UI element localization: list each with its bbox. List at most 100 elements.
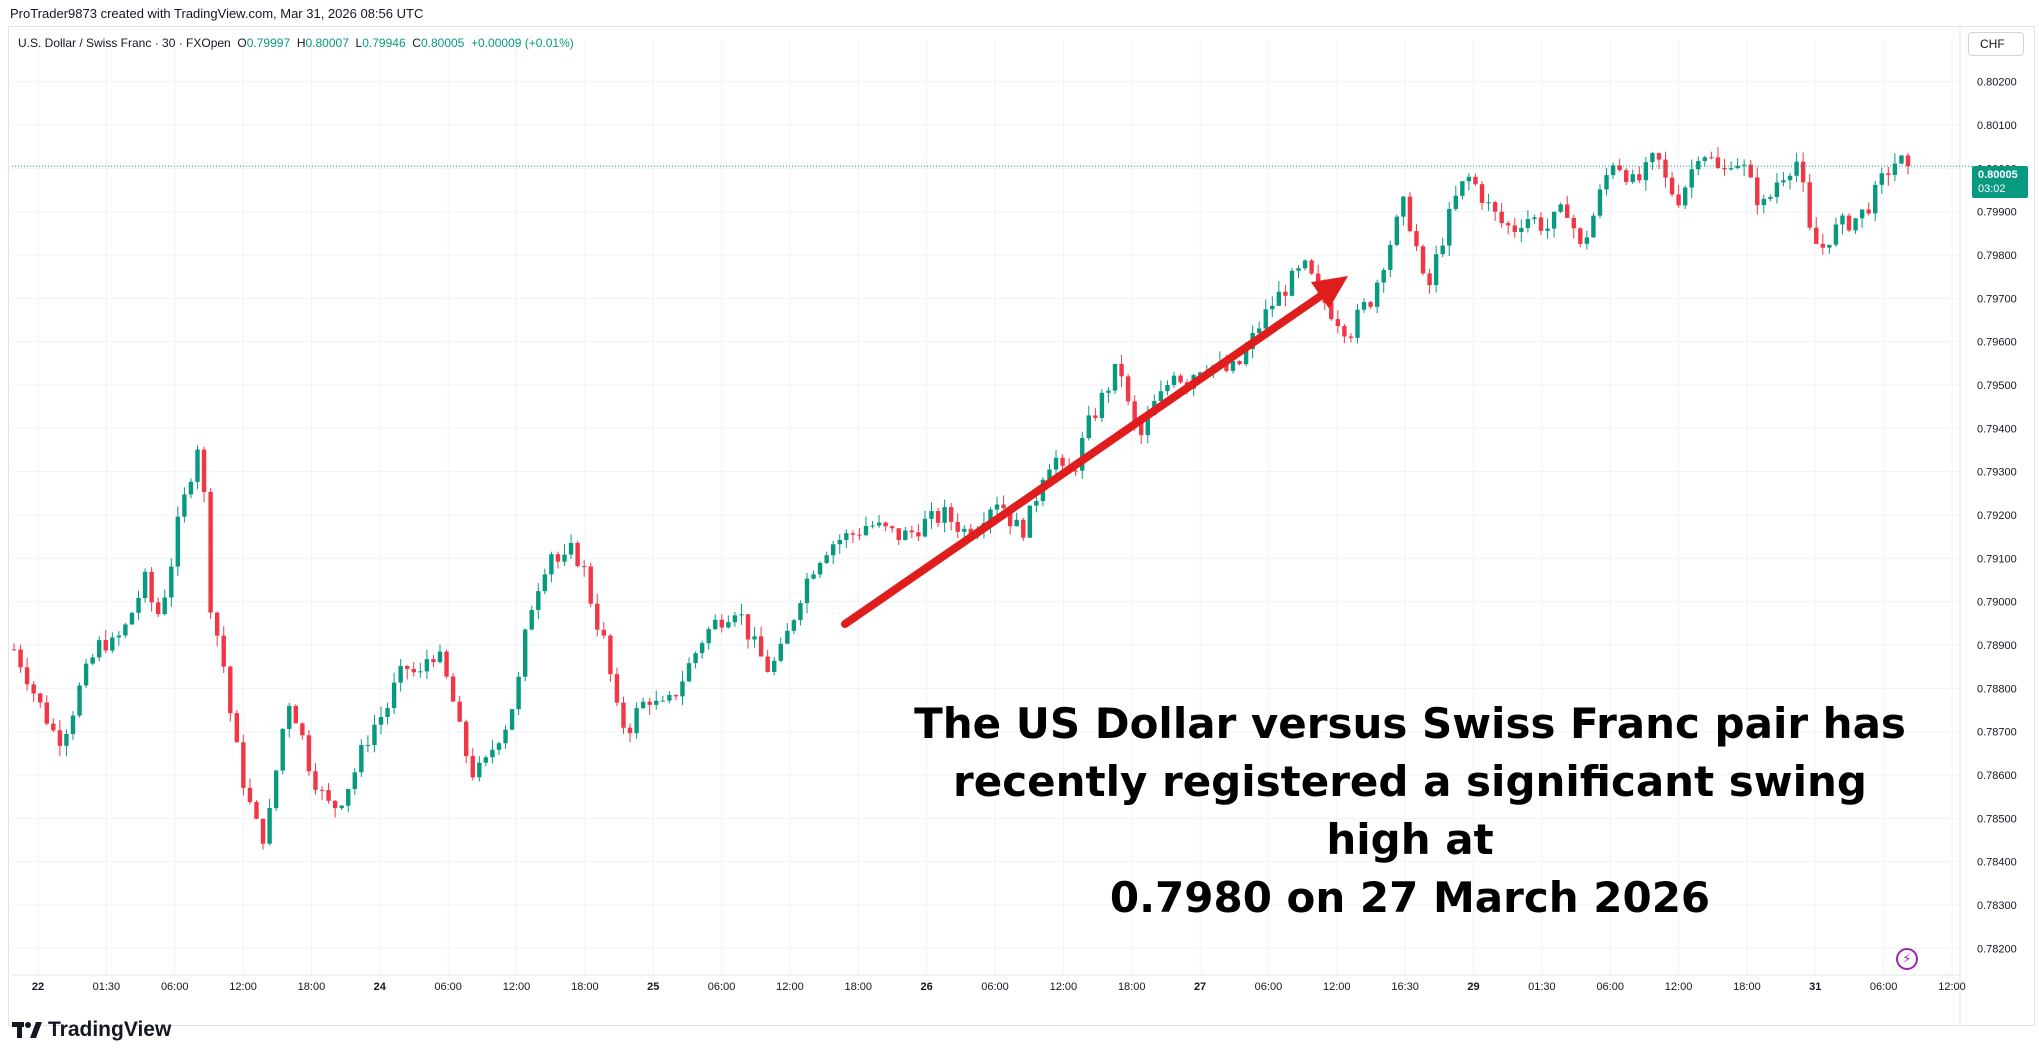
candle-body — [1604, 175, 1609, 190]
candle-body — [457, 701, 462, 722]
candle-body — [1538, 217, 1544, 231]
time-tick-label: 31 — [1809, 981, 1821, 993]
price-tick-label: 0.80200 — [1977, 77, 2017, 89]
candle-body — [332, 800, 338, 809]
candle-body — [758, 636, 764, 657]
candle-body — [234, 713, 240, 743]
candle-body — [1309, 260, 1314, 274]
candle-body — [155, 602, 161, 615]
candle-body — [1728, 168, 1734, 170]
candle-body — [536, 591, 541, 610]
candle-body — [1053, 457, 1059, 470]
candle-body — [883, 522, 888, 527]
candle-body — [1735, 165, 1740, 169]
low-label: L — [355, 36, 363, 50]
candle-body — [942, 507, 947, 523]
candle-body — [916, 532, 921, 537]
time-tick-label: 18:00 — [571, 981, 599, 993]
candle-body — [1433, 254, 1439, 286]
trend-arrow-head — [1310, 276, 1348, 309]
candle-body — [123, 624, 128, 636]
time-tick-label: 18:00 — [1733, 981, 1761, 993]
candle-body — [1833, 224, 1839, 245]
currency-selector[interactable]: CHF — [1968, 32, 2024, 56]
candle-body — [496, 743, 502, 750]
last-price-tag: 0.80005 03:02 — [1972, 166, 2028, 198]
candle-body — [850, 533, 856, 535]
candle-body — [516, 676, 521, 710]
candle-body — [555, 554, 561, 562]
candle-body — [1440, 245, 1445, 255]
candle-body — [83, 663, 89, 686]
candle-body — [1315, 273, 1321, 286]
price-tick-label: 0.79200 — [1977, 510, 2017, 522]
candle-body — [1276, 291, 1282, 306]
candle-body — [188, 481, 194, 495]
time-tick-label: 25 — [647, 981, 659, 993]
candle-body — [811, 574, 816, 579]
candle-body — [385, 707, 390, 718]
candle-body — [654, 700, 659, 705]
candle-body — [273, 770, 279, 809]
candle-body — [1761, 198, 1767, 206]
candle-body — [1623, 170, 1629, 183]
price-axis[interactable]: 0.78200 0.78300 0.78400 0.78500 0.78600 0.787… — [1977, 77, 2017, 956]
candle-body — [1132, 401, 1137, 422]
candle-body — [1532, 217, 1537, 220]
candle-body — [1525, 219, 1531, 228]
candle-body — [136, 597, 141, 613]
candle-body — [1814, 227, 1819, 244]
price-tick-label: 0.78700 — [1977, 727, 2017, 739]
candle-body — [1302, 260, 1308, 269]
candle-body — [444, 651, 449, 677]
candle-body — [31, 684, 36, 694]
candle-body — [1139, 421, 1144, 436]
candle-body — [300, 723, 305, 736]
candle-body — [1027, 505, 1033, 538]
candle-body — [1453, 195, 1458, 210]
candle-body — [1243, 348, 1249, 365]
candle-body — [346, 789, 351, 806]
candle-body — [621, 702, 626, 728]
candle-body — [876, 522, 882, 526]
candle-body — [752, 636, 757, 640]
candle-body — [1859, 209, 1865, 219]
candle-body — [1401, 196, 1406, 217]
candle-body — [90, 657, 95, 664]
price-tick-label: 0.79300 — [1977, 467, 2017, 479]
candle-body — [1899, 155, 1904, 164]
candle-body — [241, 742, 246, 788]
candle-body — [955, 521, 960, 532]
candle-body — [588, 566, 593, 604]
symbol-name[interactable]: U.S. Dollar / Swiss Franc · 30 · FXOpen — [18, 36, 231, 50]
candle-body — [24, 667, 30, 685]
time-axis[interactable]: 22 01:30 06:00 12:00 18:00 24 06:00 12:00 18:00 2… — [32, 981, 1966, 993]
candle-body — [1460, 181, 1465, 196]
time-tick-label: 29 — [1467, 981, 1479, 993]
candle-body — [889, 526, 895, 529]
candle-body — [1388, 244, 1393, 270]
candle-body — [1086, 415, 1091, 439]
candle-body — [1361, 302, 1367, 310]
candle-body — [1256, 328, 1262, 334]
candle-body — [1368, 302, 1373, 307]
candle-body — [988, 509, 993, 524]
candle-body — [490, 749, 495, 758]
price-tick-label: 0.80100 — [1977, 120, 2017, 132]
candle-body — [1119, 363, 1124, 377]
candle-body — [1348, 336, 1354, 338]
candle-body — [110, 637, 115, 651]
chart-frame — [8, 26, 2035, 1026]
candle-body — [182, 494, 187, 517]
lightning-icon[interactable]: ⚡ — [1896, 948, 1918, 970]
candle-body — [935, 511, 941, 523]
candle-body — [772, 660, 777, 672]
candle-body — [1892, 163, 1898, 175]
time-tick-label: 18:00 — [845, 981, 873, 993]
candle-body — [405, 665, 410, 669]
tradingview-logo[interactable]: TradingView — [12, 1018, 171, 1042]
candle-body — [634, 708, 639, 734]
open-value: 0.79997 — [246, 36, 291, 50]
candle-body — [1001, 504, 1006, 509]
